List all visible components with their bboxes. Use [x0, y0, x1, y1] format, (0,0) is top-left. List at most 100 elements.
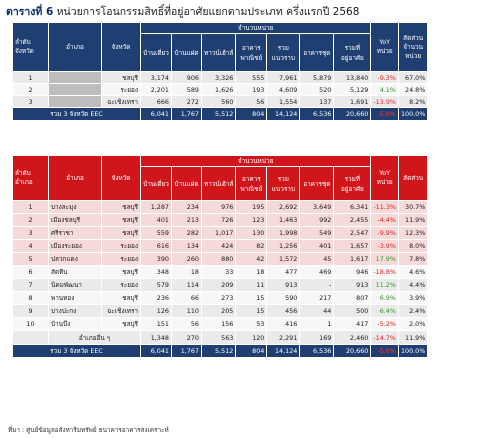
- value-cell: 236: [140, 291, 172, 305]
- redacted-cell: [48, 83, 102, 96]
- value-cell: 1,287: [140, 200, 172, 214]
- share-cell: 100.0%: [397, 344, 429, 358]
- share-cell: 3.9%: [397, 291, 429, 305]
- value-cell: 120: [235, 330, 268, 345]
- table-row: 10 บ้านบึง ชลบุรี 151 56 156 53 416 1 417 -5.2% 2.0…: [12, 317, 429, 331]
- value-cell: 193: [235, 83, 268, 96]
- value-cell: 5,129: [333, 83, 372, 96]
- value-cell: 6,041: [140, 107, 172, 121]
- col-townhouse-header: ทาวน์เฮ้าส์: [200, 33, 237, 72]
- value-cell: 209: [200, 278, 237, 292]
- value-cell: 589: [171, 83, 202, 96]
- value-cell: 156: [200, 317, 237, 331]
- value-cell: 560: [200, 95, 237, 108]
- yoy-cell: -5.0%: [370, 107, 399, 121]
- district-cell: ศรีราชา: [48, 226, 102, 240]
- redacted-cell: [48, 95, 102, 108]
- value-cell: 213: [171, 213, 202, 227]
- col-rank-header: ลำดับ จังหวัด: [12, 22, 49, 72]
- district-cell: พานทอง: [48, 291, 102, 305]
- value-cell: 114: [171, 278, 202, 292]
- yoy-cell: -13.9%: [370, 95, 399, 108]
- col-twin-header: บ้านแฝด: [171, 33, 202, 72]
- col-province-header: จังหวัด: [101, 22, 141, 72]
- value-cell: 1,554: [266, 95, 301, 108]
- col-residential-total-header: รวมที่ อยู่อาศัย: [333, 33, 372, 72]
- col-lowrise-total-header: รวม แนวราบ: [266, 33, 301, 72]
- value-cell: 1,348: [140, 330, 172, 345]
- col-commercial-header: อาคาร พาณิชย์: [235, 166, 268, 201]
- share-cell: 30.7%: [397, 200, 429, 214]
- rank-cell: 2: [12, 213, 49, 227]
- value-cell: 2,547: [333, 226, 372, 240]
- value-cell: 3,174: [140, 71, 172, 84]
- yoy-cell: 11.2%: [370, 278, 399, 292]
- value-cell: 590: [266, 291, 301, 305]
- rank-cell: 5: [12, 252, 49, 266]
- value-cell: 18: [171, 265, 202, 279]
- rank-cell: 2: [12, 83, 49, 96]
- yoy-cell: -5.0%: [370, 344, 399, 358]
- value-cell: 110: [171, 304, 202, 318]
- total-row: รวม 3 จังหวัด EEC 6,041 1,767 5,512 804 …: [12, 107, 429, 121]
- value-cell: 2,460: [333, 330, 372, 345]
- value-cell: 1,617: [333, 252, 372, 266]
- value-cell: 205: [200, 304, 237, 318]
- value-cell: 4,609: [266, 83, 301, 96]
- value-cell: 5,512: [200, 344, 237, 358]
- table-row: 2 เมืองชลบุรี ชลบุรี 401 213 726 123 1,463 992 2,…: [12, 213, 429, 227]
- value-cell: 56: [171, 317, 202, 331]
- col-lowrise-total-header: รวม แนวราบ: [266, 166, 301, 201]
- table-number: ตารางที่ 6: [6, 6, 54, 18]
- table-row: 7 นิคมพัฒนา ระยอง 579 114 209 11 913-913 11.2% 4.…: [12, 278, 429, 292]
- province-cell: ระยอง: [101, 252, 141, 266]
- share-cell: 8.2%: [397, 95, 429, 108]
- value-cell: 417: [333, 317, 372, 331]
- share-cell: 100.0%: [397, 107, 429, 121]
- value-cell: 477: [266, 265, 301, 279]
- rank-cell: 10: [12, 317, 49, 331]
- value-cell: 33: [200, 265, 237, 279]
- col-yoy-header: YoY หน่วย: [370, 155, 399, 201]
- value-cell: 579: [140, 278, 172, 292]
- value-cell: 976: [200, 200, 237, 214]
- province-cell: ระยอง: [101, 239, 141, 253]
- province-cell: ระยอง: [101, 83, 141, 96]
- yoy-cell: 6.9%: [370, 291, 399, 305]
- yoy-cell: -11.3%: [370, 200, 399, 214]
- value-cell: 217: [299, 291, 335, 305]
- district-cell: นิคมพัฒนา: [48, 278, 102, 292]
- col-province-header: จังหวัด: [101, 155, 141, 201]
- rank-cell: 8: [12, 291, 49, 305]
- value-cell: 913: [266, 278, 301, 292]
- col-twin-header: บ้านแฝด: [171, 166, 202, 201]
- province-cell: ชลบุรี: [101, 213, 141, 227]
- value-cell: 520: [299, 83, 335, 96]
- value-cell: 282: [171, 226, 202, 240]
- col-condo-header: อาคารชุด: [299, 33, 335, 72]
- value-cell: 913: [333, 278, 372, 292]
- value-cell: 2,455: [333, 213, 372, 227]
- value-cell: 401: [299, 239, 335, 253]
- value-cell: 137: [299, 95, 335, 108]
- value-cell: 13,840: [333, 71, 372, 84]
- value-cell: 82: [235, 239, 268, 253]
- col-commercial-header: อาคาร พาณิชย์: [235, 33, 268, 72]
- table-title: ตารางที่ 6 หน่วยการโอนกรรมสิทธิ์ที่อยู่อ…: [6, 3, 359, 20]
- total-row: รวม 3 จังหวัด EEC 6,041 1,767 5,512 804 14,12…: [12, 344, 429, 358]
- value-cell: 45: [299, 252, 335, 266]
- yoy-cell: -9.3%: [370, 71, 399, 84]
- district-cell: บางปะกง: [48, 304, 102, 318]
- rank-cell: 4: [12, 239, 49, 253]
- value-cell: 15: [235, 291, 268, 305]
- share-cell: 2.0%: [397, 317, 429, 331]
- value-cell: 3,649: [299, 200, 335, 214]
- value-cell: 1,998: [266, 226, 301, 240]
- value-cell: 7,961: [266, 71, 301, 84]
- table-row: 1 ชลบุรี 3,174 906 3,326 555 7,961 5,879…: [12, 71, 429, 84]
- yoy-cell: 17.9%: [370, 252, 399, 266]
- table-row: 1 บางละมุง ชลบุรี 1,287 234 976 195 2,692 3,649 6…: [12, 200, 429, 214]
- rank-cell: 1: [12, 200, 49, 214]
- value-cell: 666: [140, 95, 172, 108]
- total-label: รวม 3 จังหวัด EEC: [12, 344, 141, 358]
